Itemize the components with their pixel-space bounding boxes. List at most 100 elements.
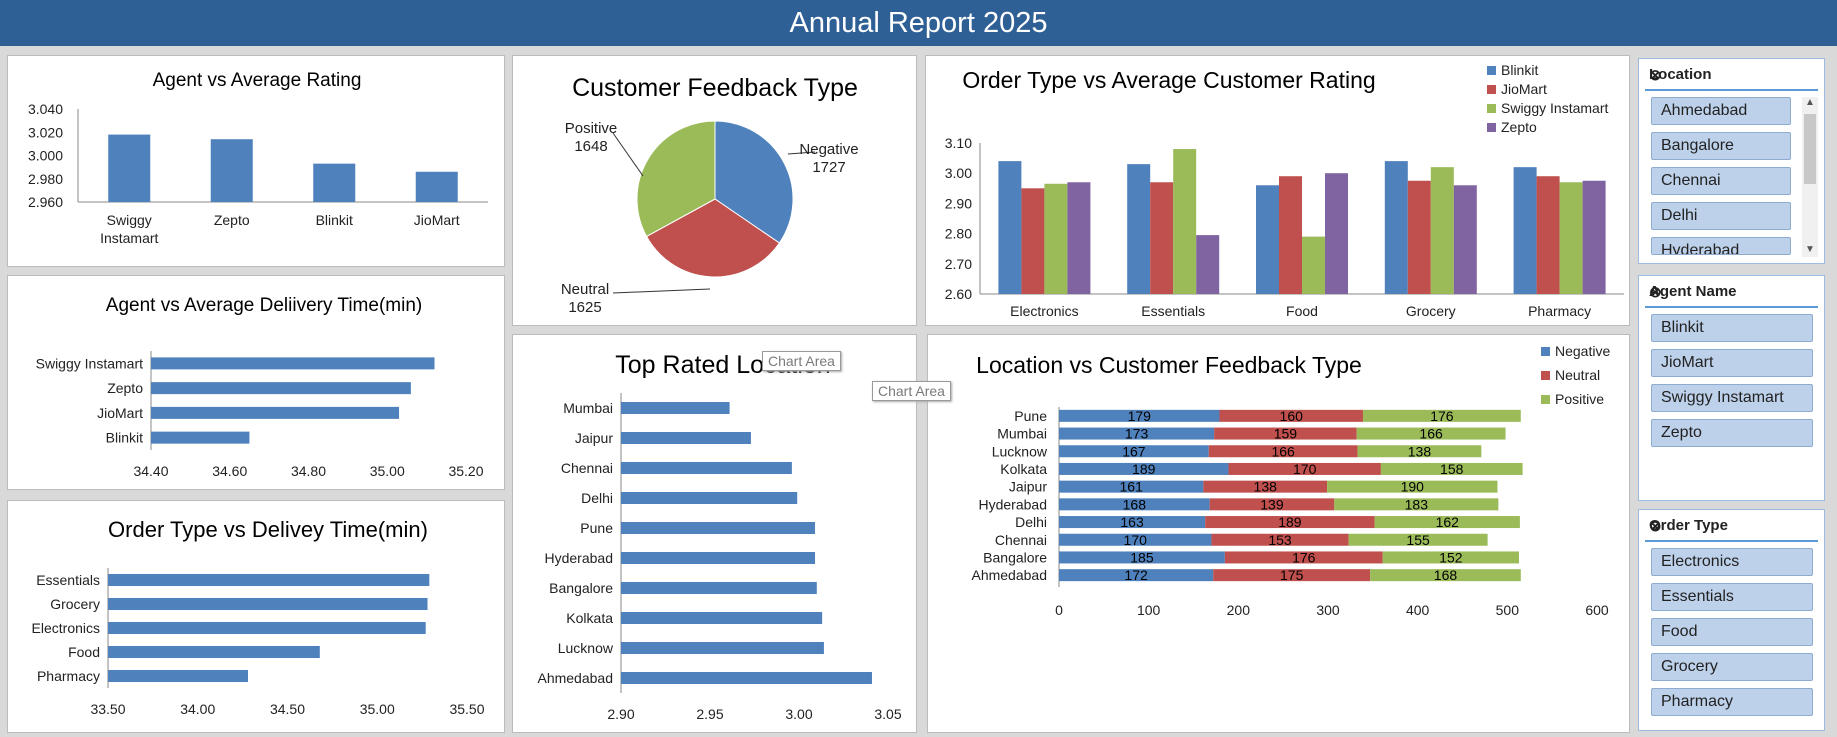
y-tick-label: 3.020 — [28, 124, 63, 140]
bar-jiomart — [415, 171, 458, 202]
location-slicer[interactable]: Location ⊗ Ahmedabad Bangalore Chennai De… — [1638, 58, 1825, 264]
bar-grocery-jiomart — [1407, 180, 1431, 294]
bar-grocery — [108, 598, 428, 610]
bar-bangalore — [621, 582, 817, 594]
bar-food-jiomart — [1279, 176, 1302, 294]
y-tick-label: Chennai — [995, 532, 1047, 548]
bar-jaipur — [621, 432, 751, 444]
slicer-item-essentials[interactable]: Essentials — [1651, 583, 1813, 611]
bar-pharmacy-swiggy-instamart — [1559, 182, 1583, 294]
x-tick-label: 300 — [1316, 602, 1340, 618]
order-delivery-chart[interactable]: Order Type vs Delivey Time(min) Essential… — [7, 500, 505, 733]
clear-filter-icon[interactable]: ⊗ — [1649, 284, 1662, 301]
slicer-item-blinkit[interactable]: Blinkit — [1651, 314, 1813, 342]
x-tick-label: 35.20 — [448, 463, 483, 479]
data-label: 139 — [1260, 496, 1284, 512]
slicer-item-jiomart[interactable]: JioMart — [1651, 349, 1813, 377]
bar-zepto — [210, 139, 253, 202]
chart-title: Customer Feedback Type — [572, 74, 858, 102]
chart-title: Agent vs Average Deliivery Time(min) — [106, 295, 422, 316]
bar-electronics-zepto — [1067, 182, 1091, 294]
bar-pharmacy — [108, 670, 249, 682]
slicer-item-swiggy-instamart[interactable]: Swiggy Instamart — [1651, 384, 1813, 412]
bar-pune-neutral — [1219, 409, 1363, 422]
feedback-type-chart[interactable]: Customer Feedback Type Negative 1727 Neutra… — [512, 55, 917, 326]
slicer-item-delhi[interactable]: Delhi — [1651, 202, 1791, 230]
order-type-slicer[interactable]: Order Type ⊗ Electronics Essentials Food … — [1638, 509, 1825, 731]
bar-bangalore-positive — [1382, 551, 1519, 564]
bar-ahmedabad-positive — [1370, 569, 1521, 582]
data-label: 176 — [1292, 549, 1316, 565]
order-rating-chart[interactable]: Order Type vs Average Customer Rating 2.6… — [925, 55, 1630, 326]
bar-lucknow-neutral — [1208, 445, 1358, 458]
data-label: 159 — [1274, 426, 1298, 442]
slicer-item-bangalore[interactable]: Bangalore — [1651, 132, 1791, 160]
data-label: 189 — [1278, 514, 1302, 530]
y-tick-label: Jaipur — [575, 430, 613, 446]
bar-hyderabad-positive — [1334, 498, 1499, 511]
data-label: 152 — [1439, 549, 1463, 565]
bar-food-swiggy-instamart — [1302, 236, 1325, 294]
agent-rating-chart[interactable]: Agent vs Average Rating 2.960 2.980 3.000 3.… — [7, 55, 505, 267]
slicer-item-pharmacy[interactable]: Pharmacy — [1651, 688, 1813, 716]
y-tick-label: Mumbai — [563, 400, 613, 416]
data-label: 190 — [1401, 479, 1425, 495]
slicer-item-hyderabad[interactable]: Hyderabad — [1651, 237, 1791, 255]
agent-slicer[interactable]: Agent Name ⊗ Blinkit JioMart Swiggy Insta… — [1638, 275, 1825, 501]
slicer-item-zepto[interactable]: Zepto — [1651, 419, 1813, 447]
chart-area-tooltip: Chart Area — [762, 351, 841, 371]
y-tick-label: Lucknow — [992, 443, 1048, 459]
clear-filter-icon[interactable]: ⊗ — [1649, 518, 1662, 535]
data-label: 163 — [1120, 514, 1144, 530]
x-tick-label: 34.50 — [270, 701, 305, 717]
slicer-scrollbar[interactable]: ▲ ▼ — [1802, 97, 1818, 257]
scroll-thumb[interactable] — [1804, 114, 1816, 184]
x-tick-label: Essentials — [1141, 303, 1205, 319]
legend-swatch — [1541, 347, 1550, 356]
x-tick-label: 34.40 — [133, 463, 168, 479]
slicer-item-electronics[interactable]: Electronics — [1651, 548, 1813, 576]
legend-swatch — [1487, 66, 1496, 75]
y-tick-label: Bangalore — [549, 580, 613, 596]
data-label: 173 — [1125, 426, 1149, 442]
bar-zepto — [151, 382, 411, 395]
slicer-item-grocery[interactable]: Grocery — [1651, 653, 1813, 681]
data-label: 175 — [1280, 567, 1304, 583]
data-label: 162 — [1436, 514, 1460, 530]
bar-pharmacy-zepto — [1582, 180, 1606, 294]
location-feedback-chart[interactable]: Location vs Customer Feedback Type 179 160… — [927, 334, 1630, 733]
slicer-item-chennai[interactable]: Chennai — [1651, 167, 1791, 195]
legend-label: Blinkit — [1501, 62, 1538, 78]
data-label: 170 — [1124, 532, 1148, 548]
y-tick-label: Ahmedabad — [971, 567, 1047, 583]
top-location-chart[interactable]: Top Rated Location Mumbai Jaipur Chennai Del… — [512, 334, 917, 733]
bar-essentials — [108, 574, 430, 586]
slicer-item-ahmedabad[interactable]: Ahmedabad — [1651, 97, 1791, 125]
bar-lucknow-negative — [1059, 445, 1209, 458]
y-tick-label: 2.960 — [28, 194, 63, 210]
slicer-item-food[interactable]: Food — [1651, 618, 1813, 646]
legend-label: Swiggy Instamart — [1501, 100, 1608, 116]
chart-title: Order Type vs Delivey Time(min) — [108, 517, 428, 542]
scroll-down-icon[interactable]: ▼ — [1805, 244, 1815, 255]
x-tick-label: 35.50 — [449, 701, 484, 717]
bar-blinkit — [313, 163, 356, 202]
leader-line — [787, 151, 816, 155]
scroll-up-icon[interactable]: ▲ — [1805, 97, 1815, 108]
clear-filter-icon[interactable]: ⊗ — [1649, 67, 1662, 84]
y-tick-label: Ahmedabad — [537, 670, 613, 686]
x-tick-label: 2.95 — [696, 706, 723, 722]
agent-delivery-chart[interactable]: Agent vs Average Deliivery Time(min) Swig… — [7, 275, 505, 490]
y-tick-label: Electronics — [32, 620, 100, 636]
y-tick-label: 2.90 — [945, 195, 972, 211]
x-tick-label: 35.00 — [360, 701, 395, 717]
bar-ahmedabad-negative — [1059, 569, 1214, 582]
data-label: 176 — [1430, 408, 1454, 424]
data-label: 166 — [1271, 443, 1295, 459]
bar-jaipur-neutral — [1203, 480, 1328, 493]
y-tick-label: Mumbai — [997, 426, 1047, 442]
bar-swiggy-instamart — [108, 134, 151, 202]
pie-label: Positive — [565, 120, 618, 137]
bar-mumbai-negative — [1059, 427, 1215, 440]
bar-grocery-swiggy-instamart — [1430, 167, 1454, 294]
